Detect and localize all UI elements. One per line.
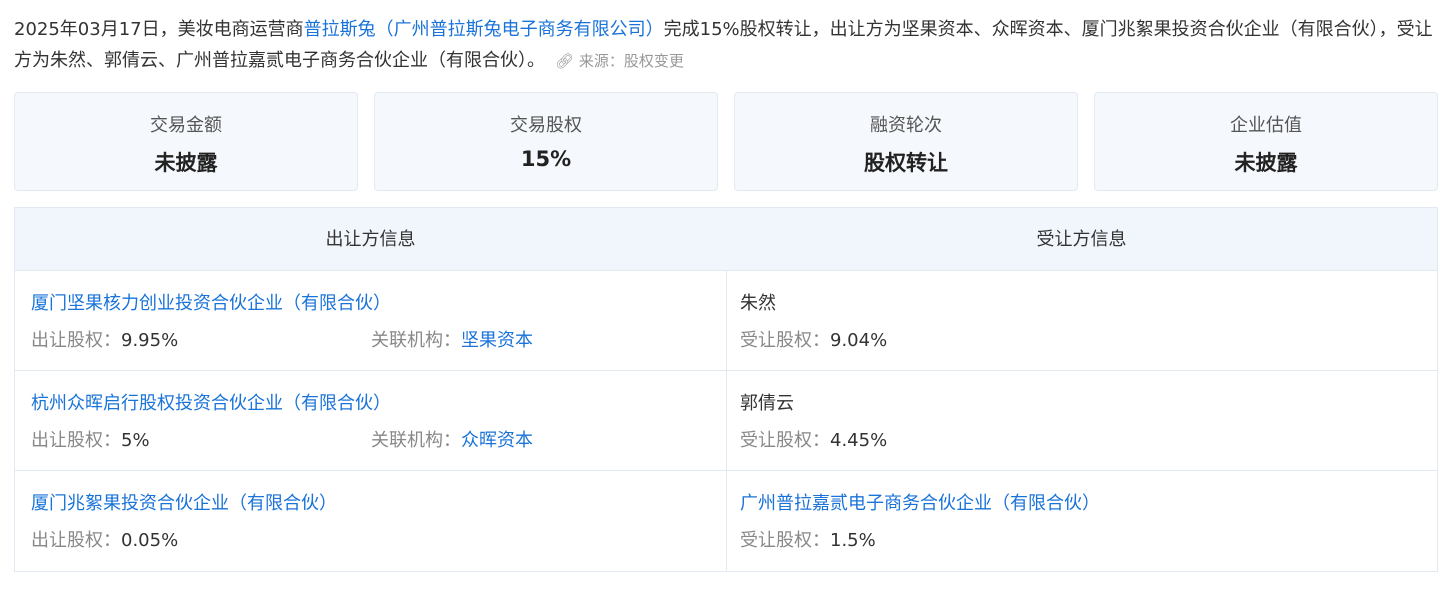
card-round: 融资轮次 股权转让	[734, 92, 1078, 191]
table-row: 杭州众晖启行股权投资合伙企业（有限合伙） 出让股权：5% 关联机构：众晖资本 郭倩云…	[15, 371, 1437, 471]
source-label: 来源：股权变更	[578, 52, 684, 70]
card-label: 交易金额	[150, 115, 222, 136]
org-link[interactable]: 坚果资本	[461, 330, 533, 351]
buyer-pct: 4.45%	[830, 430, 888, 451]
buyer-cell: 朱然受让股权： 9.04%	[727, 271, 1437, 370]
seller-cell: 杭州众晖启行股权投资合伙企业（有限合伙） 出让股权：5% 关联机构：众晖资本	[15, 371, 727, 470]
buyer-pct-label: 受让股权：	[740, 430, 830, 451]
header-buyer: 受让方信息	[1036, 229, 1127, 250]
seller-pct: 5%	[121, 430, 150, 451]
buyer-name: 朱然	[740, 293, 776, 314]
description-text-rest: 完成15%股权转让，出让方为坚果资本、众晖资本、厦门兆絮果投资合伙企业（有限合伙…	[14, 19, 1433, 71]
buyer-pct: 9.04%	[830, 330, 888, 351]
seller-cell: 厦门兆絮果投资合伙企业（有限合伙） 出让股权： 0.05%	[15, 471, 727, 571]
buyer-pct: 1.5%	[830, 530, 876, 551]
buyer-link[interactable]: 广州普拉嘉贰电子商务合伙企业（有限合伙）	[740, 493, 1100, 514]
card-value: 未披露	[1234, 151, 1298, 175]
buyer-cell: 广州普拉嘉贰电子商务合伙企业（有限合伙） 受让股权： 1.5%	[727, 471, 1437, 571]
buyer-name: 郭倩云	[740, 393, 794, 414]
seller-pct-label: 出让股权：	[31, 530, 121, 551]
company-short-link[interactable]: 普拉斯兔	[303, 19, 376, 40]
seller-link[interactable]: 厦门兆絮果投资合伙企业（有限合伙）	[31, 493, 337, 514]
transfer-table: 出让方信息 受让方信息 厦门坚果核力创业投资合伙企业（有限合伙） 出让股权：9.95…	[14, 207, 1438, 572]
buyer-pct-label: 受让股权：	[740, 530, 830, 551]
card-label: 融资轮次	[870, 115, 942, 136]
table-row: 厦门坚果核力创业投资合伙企业（有限合伙） 出让股权：9.95% 关联机构：坚果资本 …	[15, 271, 1437, 371]
seller-pct: 9.95%	[121, 330, 179, 351]
seller-cell: 厦门坚果核力创业投资合伙企业（有限合伙） 出让股权：9.95% 关联机构：坚果资本	[15, 271, 727, 370]
card-value: 股权转让	[864, 151, 948, 175]
table-row: 厦门兆絮果投资合伙企业（有限合伙） 出让股权： 0.05% 广州普拉嘉贰电子商务合伙…	[15, 471, 1437, 571]
card-valuation: 企业估值 未披露	[1094, 92, 1438, 191]
seller-link[interactable]: 厦门坚果核力创业投资合伙企业（有限合伙）	[31, 293, 391, 314]
deal-summary-cards: 交易金额未披露 交易股权 15% 融资轮次股权转让 企业估值未披露	[14, 92, 1438, 191]
company-full-link[interactable]: （广州普拉斯兔电子商务有限公司）	[375, 19, 664, 40]
org-label: 关联机构：	[371, 330, 461, 351]
seller-pct-label: 出让股权：	[31, 330, 121, 351]
buyer-pct-label: 受让股权：	[740, 330, 830, 351]
card-label: 交易股权	[510, 115, 582, 136]
seller-link[interactable]: 杭州众晖启行股权投资合伙企业（有限合伙）	[31, 393, 391, 414]
card-deal-amount: 交易金额 未披露	[14, 92, 358, 191]
org-link[interactable]: 众晖资本	[461, 430, 533, 451]
header-seller: 出让方信息	[325, 229, 416, 250]
description-text: 2025年03月17日，美妆电商运营商	[14, 19, 304, 40]
card-label: 企业估值	[1230, 115, 1302, 136]
seller-pct-label: 出让股权：	[31, 430, 121, 451]
card-value: 15%	[520, 147, 572, 171]
card-value: 未披露	[154, 151, 218, 175]
link-icon: 🔗︎	[555, 52, 579, 70]
table-header: 出让方信息 受让方信息	[15, 208, 1437, 271]
source-link[interactable]: 🔗︎ 来源：股权变更	[555, 52, 684, 70]
deal-description: 2025年03月17日，美妆电商运营商普拉斯兔（广州普拉斯兔电子商务有限公司）完…	[14, 14, 1434, 77]
seller-pct: 0.05%	[121, 530, 179, 551]
card-deal-equity: 交易股权 15%	[374, 92, 718, 191]
org-label: 关联机构：	[371, 430, 461, 451]
buyer-cell: 郭倩云受让股权： 4.45%	[727, 371, 1437, 470]
